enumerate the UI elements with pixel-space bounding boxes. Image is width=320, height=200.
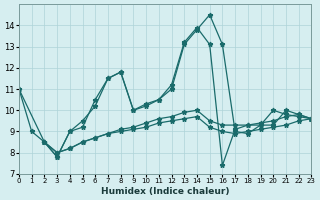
X-axis label: Humidex (Indice chaleur): Humidex (Indice chaleur)	[101, 187, 229, 196]
